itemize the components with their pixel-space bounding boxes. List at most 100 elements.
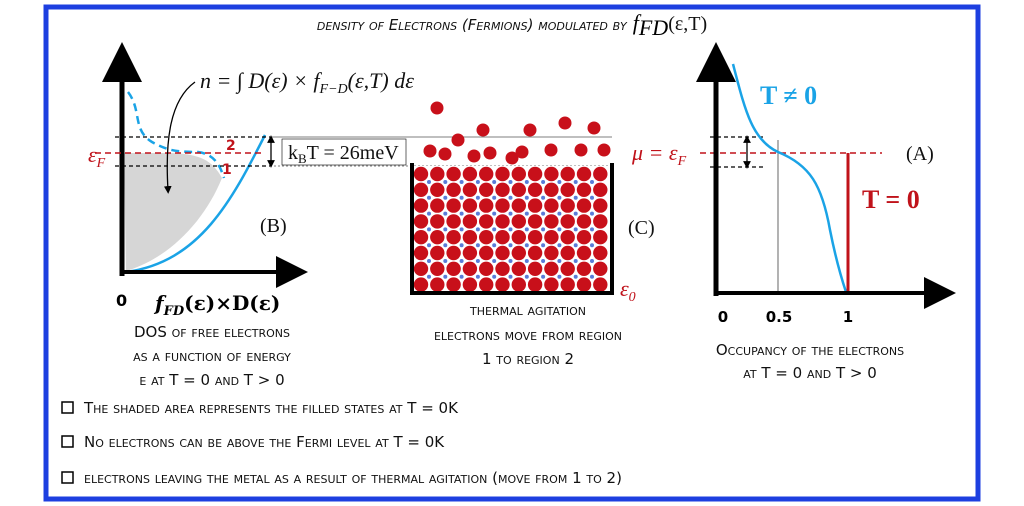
lattice-dot: [459, 195, 464, 200]
electron: [511, 198, 526, 213]
lattice-dot: [427, 180, 431, 184]
lattice-dot: [492, 243, 497, 248]
electron: [544, 277, 559, 292]
electron: [479, 182, 494, 197]
electron: [593, 230, 608, 245]
electron: [479, 261, 494, 276]
electron: [576, 261, 592, 276]
electron: [511, 214, 526, 229]
excited-electron: [597, 143, 611, 157]
lattice-dot: [475, 243, 480, 248]
electron: [544, 261, 559, 276]
lattice-dot: [590, 227, 594, 232]
lattice-dot: [492, 180, 497, 184]
lattice-dot: [573, 180, 578, 184]
excited-electron: [451, 133, 465, 147]
electron: [527, 261, 543, 276]
electron: [462, 166, 478, 182]
lattice-dot: [475, 259, 480, 263]
electron: [576, 182, 592, 197]
electron: [462, 230, 478, 245]
electron: [462, 277, 478, 292]
lattice-dot: [508, 211, 513, 216]
caption: Occupancy of the electrons: [716, 341, 904, 359]
lattice-dot: [541, 180, 546, 184]
lattice-dot: [459, 274, 464, 279]
electron: [593, 214, 608, 229]
electron: [527, 277, 543, 292]
lattice-dot: [492, 274, 497, 279]
electron: [527, 198, 543, 213]
lattice-dot: [524, 180, 529, 184]
electron: [576, 166, 592, 182]
dos-curve: [125, 134, 267, 274]
lattice-dot: [508, 195, 513, 200]
excited-electron: [587, 121, 601, 135]
electron: [479, 245, 494, 261]
tick-label: 1: [843, 308, 853, 326]
excited-electron: [544, 143, 558, 157]
lattice-dot: [590, 243, 594, 248]
lattice-dot: [524, 195, 529, 200]
lattice-dot: [590, 195, 594, 200]
electron: [430, 198, 445, 213]
lattice-dot: [573, 243, 578, 248]
region-1: 1: [222, 162, 232, 178]
lattice-dot: [524, 274, 529, 279]
fd-curve: [126, 91, 226, 179]
lattice-dot: [475, 180, 480, 184]
lattice-dot: [427, 274, 431, 279]
electron: [527, 182, 543, 197]
lattice-dot: [427, 259, 431, 263]
origin: 0: [116, 291, 127, 310]
electron: [446, 230, 461, 245]
lattice-dot: [475, 227, 480, 232]
lattice-dot: [475, 211, 480, 216]
shaded-area: [124, 153, 222, 271]
lattice-dot: [541, 195, 546, 200]
electron: [413, 166, 429, 182]
lattice-dot: [492, 227, 497, 232]
electron: [560, 214, 575, 229]
lattice-dot: [475, 195, 480, 200]
electron: [462, 198, 478, 213]
electron: [560, 198, 575, 213]
electron: [511, 277, 526, 292]
tick-label: 0.5: [766, 308, 793, 326]
lattice-dot: [590, 211, 594, 216]
electron: [462, 245, 478, 261]
lattice-dot: [443, 259, 448, 263]
lattice-dot: [492, 195, 497, 200]
electron: [495, 245, 510, 261]
electron: [560, 261, 575, 276]
lattice-dot: [443, 180, 448, 184]
checkbox: [61, 401, 74, 414]
lattice-dot: [557, 180, 562, 184]
electron: [593, 245, 608, 261]
lattice-dot: [459, 243, 464, 248]
excited-electron: [430, 101, 444, 115]
lattice-dot: [590, 259, 594, 263]
lattice-dot: [541, 259, 546, 263]
lattice-dot: [459, 259, 464, 263]
electron: [576, 277, 592, 292]
energy-box: [281, 138, 407, 166]
lattice-dot: [427, 227, 431, 232]
electron: [446, 166, 461, 182]
formula: n = ∫ D(ε) × fF−D(ε,T) dε: [200, 68, 414, 97]
t-zero: T = 0: [862, 185, 920, 214]
pointer: [163, 81, 196, 194]
lattice-dot: [443, 211, 448, 216]
excited-electron: [438, 147, 452, 161]
electron: [413, 214, 429, 229]
lattice-dot: [427, 195, 431, 200]
title: density of Electrons (Fermions) modulate…: [317, 10, 707, 40]
lattice-dot: [443, 243, 448, 248]
electron: [479, 230, 494, 245]
lattice-dot: [524, 243, 529, 248]
caption: ε at T = 0 and T > 0: [139, 371, 284, 389]
electron: [430, 230, 445, 245]
t-nonzero: T ≠ 0: [760, 81, 817, 110]
excited-electron: [505, 151, 519, 165]
electron: [593, 182, 608, 197]
